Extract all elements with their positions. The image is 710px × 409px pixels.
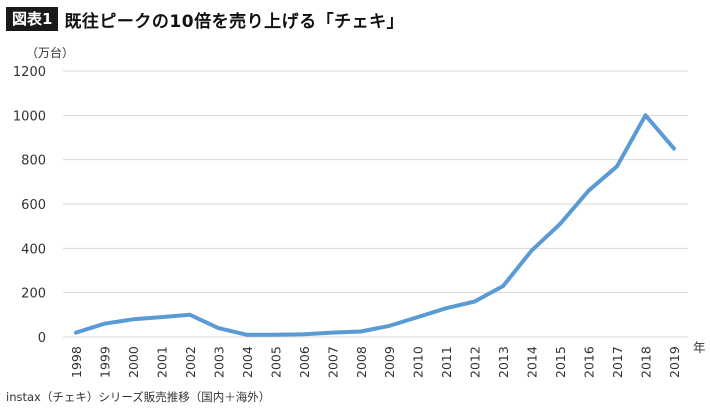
data-point (473, 300, 477, 304)
data-point (159, 315, 163, 319)
data-point (216, 326, 220, 330)
chart-header: 図表1 既往ピークの10倍を売り上げる「チェキ」 (6, 6, 404, 32)
data-point (302, 332, 306, 336)
x-tick-label: 2019 (667, 346, 682, 378)
x-tick-label: 2008 (354, 346, 369, 378)
x-tick-label: 2011 (439, 346, 454, 378)
data-point (444, 306, 448, 310)
x-axis-unit-label: 年 (693, 340, 706, 355)
y-axis-unit-label: （万台） (26, 46, 75, 60)
data-point (359, 329, 363, 333)
x-tick-label: 2013 (496, 346, 511, 378)
x-tick-label: 2016 (582, 346, 597, 378)
y-tick-label: 1000 (13, 109, 46, 124)
data-point (131, 317, 135, 321)
data-point (558, 222, 562, 226)
data-point (501, 284, 505, 288)
x-tick-label: 2014 (525, 346, 540, 378)
y-tick-label: 1200 (13, 65, 46, 80)
y-tick-label: 200 (21, 287, 46, 302)
data-point (188, 313, 192, 317)
figure-badge: 図表1 (6, 7, 59, 31)
data-point (587, 189, 591, 193)
data-point (672, 147, 676, 151)
x-tick-label: 2002 (183, 346, 198, 378)
x-tick-label: 2004 (240, 346, 255, 378)
x-tick-label: 2000 (126, 346, 141, 378)
x-tick-label: 1998 (69, 346, 84, 378)
y-tick-label: 400 (21, 242, 46, 257)
x-tick-label: 2015 (553, 346, 568, 378)
x-tick-label: 2017 (610, 346, 625, 378)
data-point (530, 249, 534, 253)
x-tick-label: 2003 (211, 346, 226, 378)
x-tick-label: 2009 (382, 346, 397, 378)
data-point (644, 113, 648, 117)
y-tick-label: 0 (38, 331, 46, 346)
x-tick-label: 2005 (268, 346, 283, 378)
x-tick-label: 2012 (468, 346, 483, 378)
data-point (102, 322, 106, 326)
x-tick-label: 2010 (411, 346, 426, 378)
source-note: instax（チェキ）シリーズ販売推移（国内＋海外） (6, 390, 271, 404)
data-point (330, 331, 334, 335)
data-point (245, 333, 249, 337)
data-point (615, 164, 619, 168)
y-tick-label: 600 (21, 198, 46, 213)
x-tick-label: 1999 (97, 346, 112, 378)
x-tick-label: 2018 (639, 346, 654, 378)
data-point (273, 333, 277, 337)
data-point (74, 331, 78, 335)
data-point (387, 324, 391, 328)
chart-title: 既往ピークの10倍を売り上げる「チェキ」 (64, 11, 405, 32)
series-line (74, 113, 676, 337)
x-tick-label: 2006 (297, 346, 312, 378)
x-tick-label: 2007 (325, 346, 340, 378)
x-tick-label: 2001 (154, 346, 169, 378)
y-tick-label: 800 (21, 154, 46, 169)
data-point (416, 315, 420, 319)
